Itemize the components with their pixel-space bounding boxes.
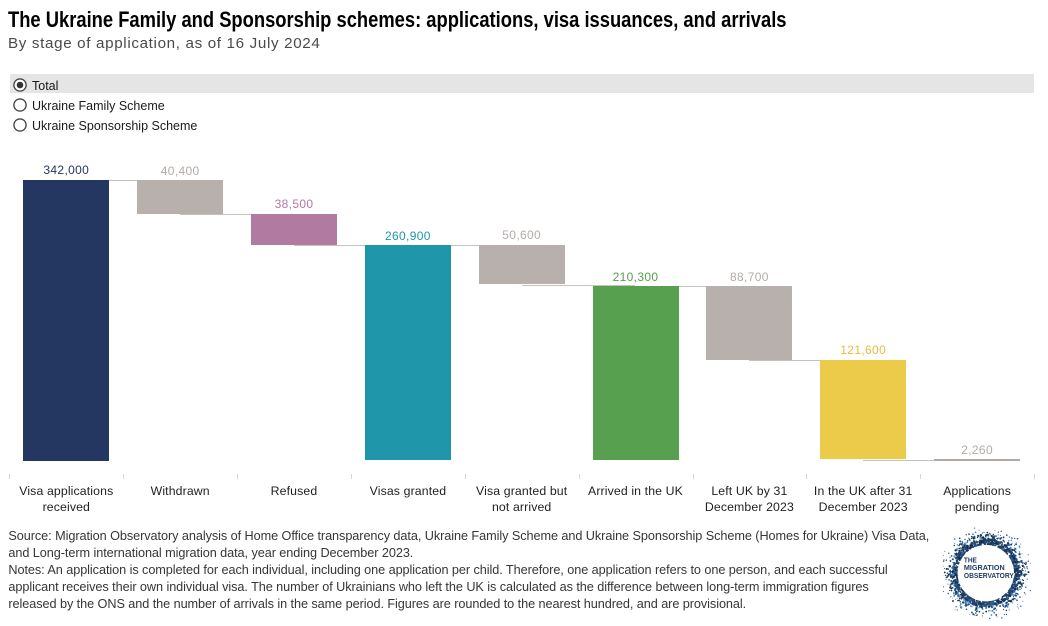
svg-text:MIGRATION: MIGRATION [964,563,1005,572]
svg-text:OBSERVATORY: OBSERVATORY [964,571,1014,580]
svg-text:THE: THE [964,555,977,564]
